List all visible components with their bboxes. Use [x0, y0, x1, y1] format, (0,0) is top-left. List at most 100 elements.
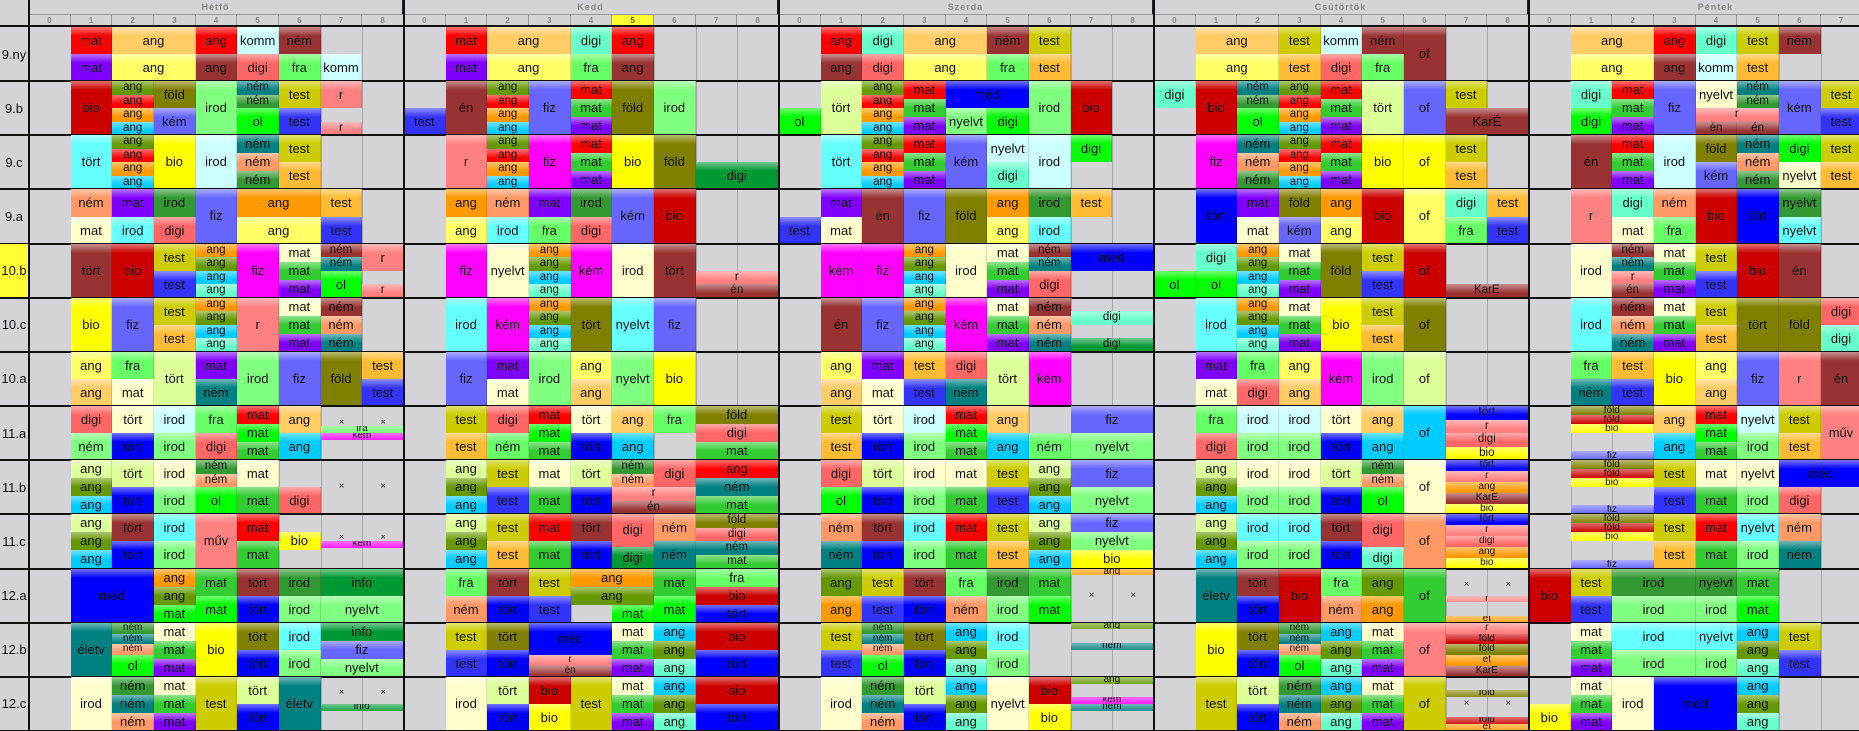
- lesson-block[interactable]: irod: [154, 460, 196, 488]
- lesson-block[interactable]: test: [1445, 135, 1488, 163]
- lesson-block[interactable]: ang: [1320, 676, 1363, 695]
- lesson-block[interactable]: mat: [529, 487, 571, 515]
- lesson-block[interactable]: ang: [654, 712, 696, 731]
- lesson-block[interactable]: tört: [1320, 433, 1363, 461]
- lesson-block[interactable]: mat: [945, 514, 988, 542]
- lesson-block[interactable]: r: [362, 284, 404, 298]
- lesson-block[interactable]: ang: [1029, 532, 1071, 551]
- lesson-block[interactable]: ném: [1362, 27, 1404, 55]
- lesson-block[interactable]: irod: [1737, 541, 1779, 569]
- lesson-block[interactable]: ném: [820, 541, 863, 569]
- lesson-block[interactable]: mat: [1279, 297, 1321, 316]
- lesson-block[interactable]: nyelvt: [1070, 487, 1154, 515]
- lesson-block[interactable]: bio: [1529, 568, 1571, 623]
- lesson-block[interactable]: tört: [570, 541, 613, 569]
- lesson-block[interactable]: ném: [1612, 243, 1654, 258]
- lesson-block[interactable]: fiz: [1070, 406, 1154, 434]
- lesson-block[interactable]: méd: [945, 81, 1029, 109]
- lesson-block[interactable]: test: [362, 379, 404, 407]
- lesson-block[interactable]: mat: [570, 171, 613, 190]
- lesson-block[interactable]: test: [362, 351, 404, 379]
- lesson-block[interactable]: ang: [112, 81, 154, 95]
- lesson-block[interactable]: bio: [1570, 478, 1654, 488]
- lesson-block[interactable]: ném: [1612, 257, 1654, 271]
- lesson-block[interactable]: ang: [1362, 595, 1404, 623]
- lesson-block[interactable]: föld: [654, 135, 696, 190]
- lesson-block[interactable]: test: [487, 460, 529, 488]
- lesson-block[interactable]: ném: [1362, 473, 1404, 488]
- lesson-block[interactable]: ném: [1279, 644, 1321, 656]
- class-label-11-c[interactable]: 11.c: [0, 514, 29, 569]
- lesson-block[interactable]: mat: [612, 694, 654, 713]
- lesson-block[interactable]: ang: [487, 108, 529, 122]
- lesson-block[interactable]: ang: [1445, 481, 1529, 493]
- lesson-block[interactable]: föld: [1570, 523, 1654, 533]
- lesson-block[interactable]: ang: [570, 568, 654, 587]
- lesson-block[interactable]: ném: [237, 135, 279, 154]
- lesson-block[interactable]: ném: [1029, 257, 1071, 271]
- lesson-block[interactable]: bio: [70, 297, 113, 352]
- lesson-block[interactable]: ang: [612, 27, 654, 55]
- lesson-block[interactable]: irod: [987, 622, 1029, 650]
- lesson-block[interactable]: irod: [195, 81, 238, 136]
- lesson-block[interactable]: tört: [112, 406, 154, 434]
- lesson-block[interactable]: test: [1779, 406, 1821, 434]
- lesson-block[interactable]: ném: [1779, 27, 1821, 55]
- lesson-block[interactable]: nyelvt: [945, 108, 988, 136]
- lesson-block[interactable]: irod: [487, 216, 529, 244]
- lesson-block[interactable]: méd: [1779, 460, 1859, 488]
- lesson-block[interactable]: test: [1820, 135, 1859, 163]
- lesson-block[interactable]: ném: [1279, 633, 1321, 645]
- lesson-block[interactable]: mat: [1612, 216, 1654, 244]
- lesson-block[interactable]: digi: [1029, 270, 1071, 298]
- lesson-block[interactable]: mat: [904, 117, 946, 136]
- lesson-block[interactable]: bio: [654, 189, 696, 244]
- class-label-12-c[interactable]: 12.c: [0, 676, 29, 731]
- lesson-block[interactable]: ném: [862, 694, 904, 713]
- lesson-block[interactable]: KarÉ: [1445, 284, 1529, 298]
- lesson-block[interactable]: irod: [1612, 649, 1696, 677]
- lesson-block[interactable]: ang: [445, 460, 488, 479]
- lesson-block[interactable]: én: [862, 189, 904, 244]
- lesson-block[interactable]: föld: [612, 81, 654, 136]
- lesson-block[interactable]: föld: [695, 406, 779, 425]
- lesson-block[interactable]: digi: [1154, 81, 1196, 109]
- lesson-block[interactable]: fiz: [1570, 559, 1654, 569]
- lesson-block[interactable]: nyelvt: [1070, 433, 1154, 461]
- lesson-block[interactable]: digi: [987, 162, 1029, 190]
- lesson-block[interactable]: ang: [279, 433, 321, 461]
- lesson-block[interactable]: digi: [195, 433, 238, 461]
- lesson-block[interactable]: test: [987, 460, 1029, 488]
- lesson-block[interactable]: mat: [1279, 315, 1321, 334]
- lesson-block[interactable]: ném: [1320, 595, 1363, 623]
- lesson-block[interactable]: mat: [1362, 712, 1404, 731]
- lesson-block[interactable]: test: [404, 108, 446, 136]
- lesson-block[interactable]: tört: [112, 541, 154, 569]
- lesson-block[interactable]: ném: [862, 644, 904, 656]
- lesson-block[interactable]: fiz: [529, 81, 571, 136]
- lesson-block[interactable]: digi: [1612, 189, 1654, 217]
- lesson-block[interactable]: mat: [612, 604, 654, 623]
- lesson-block[interactable]: ang: [1029, 478, 1071, 497]
- lesson-block[interactable]: mat: [529, 541, 571, 569]
- lesson-block[interactable]: mat: [945, 406, 988, 425]
- lesson-block[interactable]: ném: [1279, 622, 1321, 634]
- lesson-block[interactable]: ném: [1029, 333, 1071, 352]
- lesson-block[interactable]: mat: [70, 216, 113, 244]
- lesson-block[interactable]: mat: [1570, 694, 1613, 713]
- lesson-block[interactable]: ang: [487, 121, 529, 136]
- lesson-block[interactable]: fiz: [1070, 460, 1154, 488]
- lesson-block[interactable]: mat: [695, 496, 779, 515]
- lesson-block[interactable]: test: [904, 351, 946, 379]
- lesson-block[interactable]: ol: [195, 487, 238, 515]
- lesson-block[interactable]: ném: [1070, 703, 1154, 711]
- lesson-block[interactable]: digi: [862, 27, 904, 55]
- lesson-block[interactable]: ném: [1029, 297, 1071, 316]
- lesson-block[interactable]: ném: [654, 541, 696, 569]
- lesson-block[interactable]: irod: [154, 189, 196, 217]
- lesson-block[interactable]: test: [1445, 162, 1488, 190]
- lesson-block[interactable]: ném: [70, 433, 113, 461]
- lesson-block[interactable]: ném: [1029, 315, 1071, 334]
- lesson-block[interactable]: bio: [1445, 446, 1529, 461]
- lesson-block[interactable]: of: [1404, 622, 1446, 677]
